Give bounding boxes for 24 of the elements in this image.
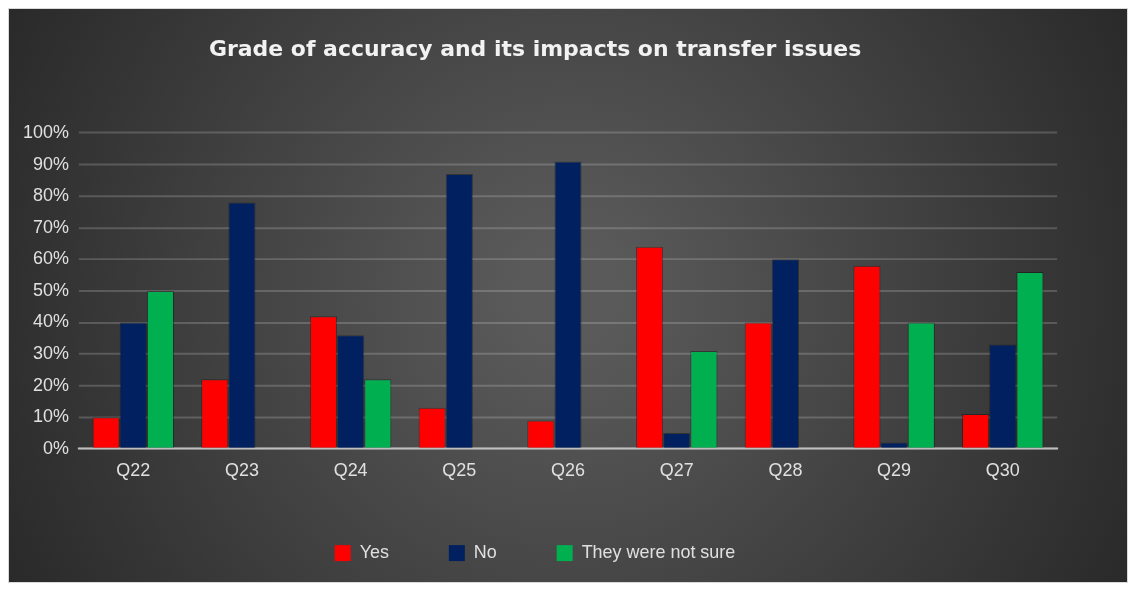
y-tick-label: 30%	[32, 343, 69, 364]
x-tick-label: Q22	[116, 459, 151, 480]
legend-label: Yes	[359, 542, 389, 563]
x-tick-label: Q25	[442, 459, 477, 480]
legend-label: They were not sure	[581, 542, 736, 563]
x-tick-label: Q28	[768, 459, 803, 480]
y-tick-label: 70%	[32, 216, 69, 237]
x-tick-label: Q23	[224, 459, 259, 480]
y-tick-label: 80%	[32, 185, 69, 206]
x-tick-label: Q30	[985, 459, 1020, 480]
x-tick-label: Q26	[551, 459, 586, 480]
x-tick-label: Q24	[333, 459, 368, 480]
y-tick-label: 90%	[32, 153, 69, 174]
legend-label: No	[473, 542, 497, 563]
chart-title: Grade of accuracy and its impacts on transfer issues	[208, 35, 862, 61]
y-tick-label: 60%	[32, 248, 69, 269]
y-tick-label: 10%	[32, 406, 69, 427]
y-tick-label: 100%	[23, 121, 69, 142]
y-tick-label: 20%	[32, 374, 69, 395]
x-tick-label: Q29	[877, 459, 912, 480]
y-tick-label: 50%	[32, 279, 69, 300]
y-tick-label: 40%	[32, 311, 69, 332]
y-tick-label: 0%	[42, 437, 69, 458]
x-tick-label: Q27	[659, 459, 694, 480]
